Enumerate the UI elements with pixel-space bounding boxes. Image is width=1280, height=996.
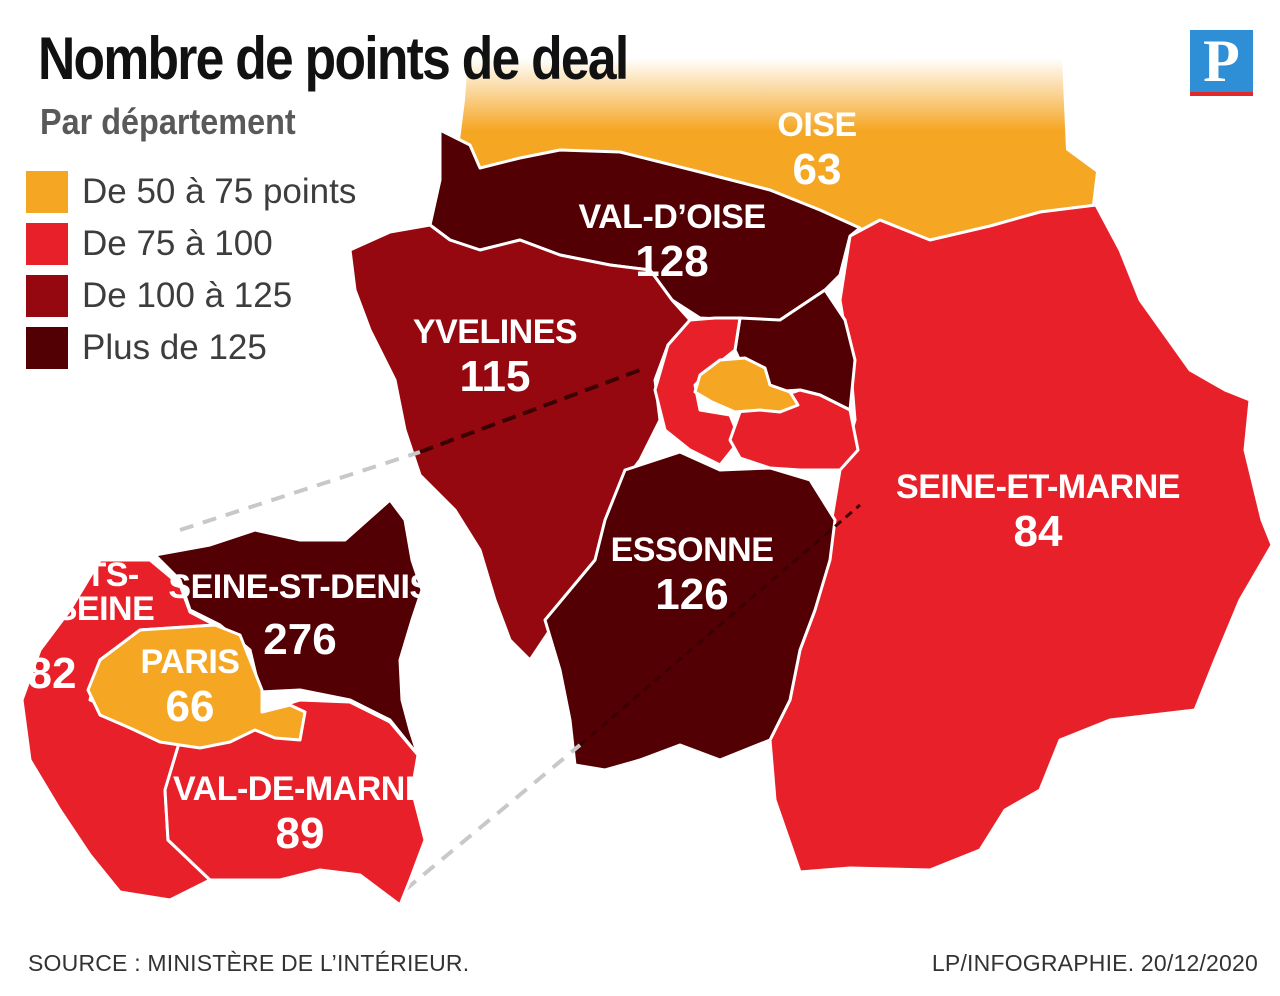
legend-item: De 100 à 125 — [26, 270, 356, 322]
region-paris-inset — [86, 623, 307, 750]
legend-swatch — [26, 223, 68, 265]
legend-swatch — [26, 275, 68, 317]
legend-label: Plus de 125 — [82, 328, 267, 367]
credit-note: LP/INFOGRAPHIE. 20/12/2020 — [931, 950, 1258, 976]
department-name: SEINE-ET-MARNE — [896, 468, 1180, 506]
department-value: 115 — [459, 352, 531, 401]
legend-label: De 100 à 125 — [82, 276, 293, 315]
legend-label: De 75 à 100 — [82, 224, 273, 263]
le-parisien-logo: P — [1190, 30, 1253, 96]
department-name: DE-SEINE — [0, 590, 155, 628]
department-name: SEINE-ST-DENIS — [168, 568, 432, 606]
department-name: PARIS — [140, 643, 240, 681]
label-yvelines: YVELINES 115 — [412, 313, 578, 401]
legend-swatch — [26, 171, 68, 213]
zoom-line-light-upper — [179, 450, 421, 532]
department-name: VAL-D’OISE — [578, 198, 766, 236]
legend-item: De 50 à 75 points — [26, 166, 356, 218]
map-subtitle: Par département — [40, 101, 296, 142]
department-value: 276 — [263, 615, 337, 664]
department-name: HAUTS- — [13, 556, 139, 594]
label-hauts-de-seine: HAUTS- DE-SEINE — [0, 556, 155, 628]
legend: De 50 à 75 points De 75 à 100 De 100 à 1… — [26, 166, 356, 374]
department-value: 128 — [635, 237, 709, 286]
department-name: VAL-DE-MARNE — [172, 770, 428, 808]
legend-swatch — [26, 327, 68, 369]
label-essonne: ESSONNE 126 — [611, 533, 774, 617]
department-value: 63 — [792, 145, 842, 194]
region-oise — [460, 58, 1096, 240]
label-val-de-marne: VAL-DE-MARNE 89 — [172, 770, 428, 858]
label-val-doise: VAL-D’OISE 128 — [578, 198, 766, 286]
region-val-de-marne-inset — [163, 698, 427, 907]
region-essonne — [543, 450, 837, 772]
label-paris: PARIS 66 — [141, 645, 240, 729]
department-value: 84 — [1013, 507, 1063, 556]
map-title: Nombre de points de deal — [38, 25, 629, 92]
department-value: 126 — [655, 570, 729, 619]
department-value: 66 — [165, 682, 215, 731]
source-note: SOURCE : MINISTÈRE DE L’INTÉRIEUR. — [28, 950, 470, 976]
department-name: OISE — [777, 106, 857, 144]
legend-label: De 50 à 75 points — [82, 172, 357, 211]
label-seine-st-denis: SEINE-ST-DENIS 276 — [168, 568, 432, 664]
label-oise: OISE 63 — [777, 106, 857, 194]
zoom-line-light-lower — [403, 743, 582, 892]
label-seine-et-marne: SEINE-ET-MARNE 84 — [896, 470, 1180, 554]
legend-item: Plus de 125 — [26, 322, 356, 374]
region-hauts-de-seine-small — [653, 316, 742, 467]
legend-item: De 75 à 100 — [26, 218, 356, 270]
department-name: ESSONNE — [610, 531, 774, 569]
zoom-line-dark-upper — [419, 368, 641, 454]
department-name: YVELINES — [412, 313, 578, 351]
zoom-line-dark-lower — [579, 503, 861, 747]
department-value: 82 — [27, 649, 77, 698]
department-value: 89 — [275, 809, 325, 858]
region-paris-small — [693, 356, 800, 414]
label-hauts-de-seine-value: 82 — [28, 646, 77, 696]
